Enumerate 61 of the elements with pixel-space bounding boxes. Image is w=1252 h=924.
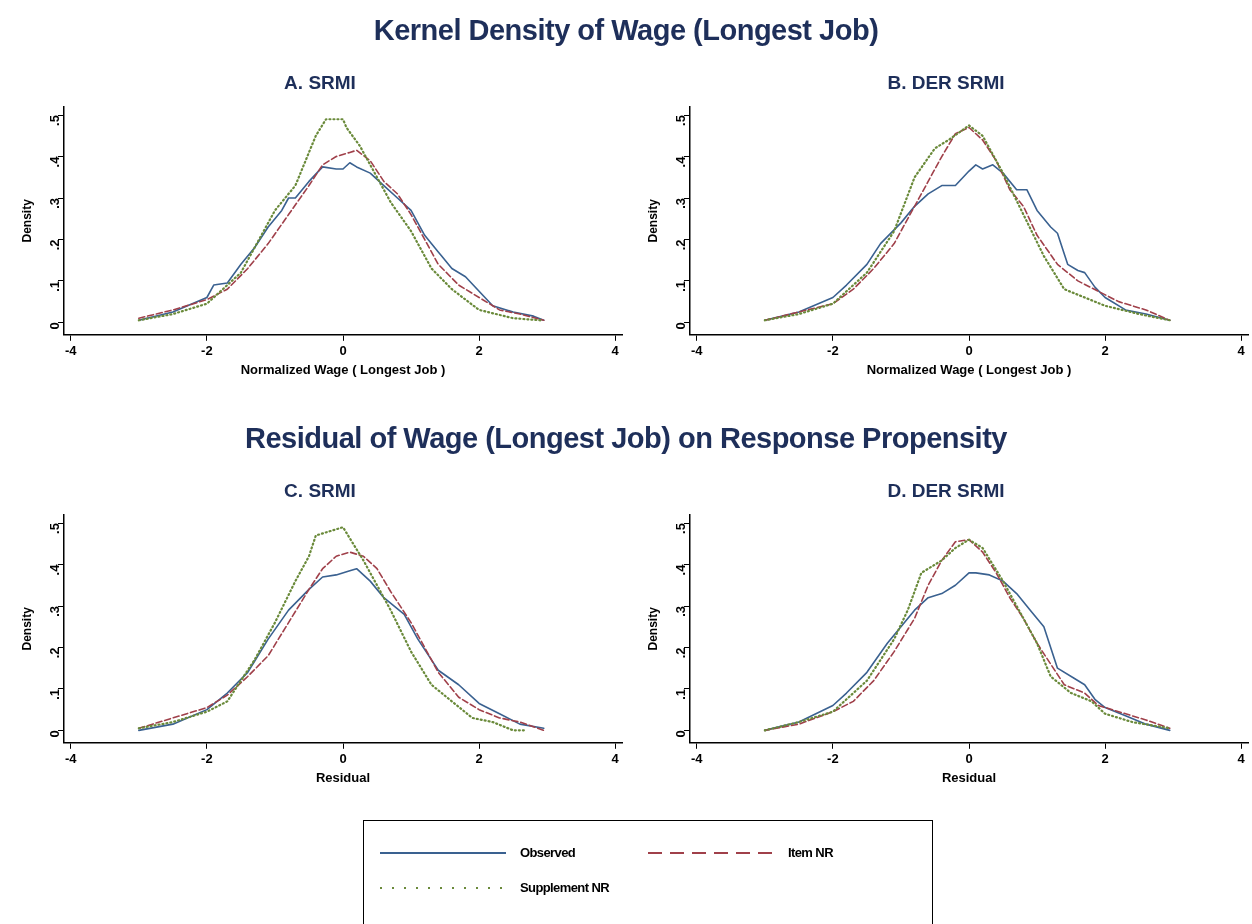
legend-label: Item NR bbox=[788, 845, 833, 860]
x-tick-label: -2 bbox=[201, 343, 213, 359]
x-tick-label: 0 bbox=[339, 751, 347, 767]
y-tick-label: 0 bbox=[672, 322, 688, 330]
y-axis-title: Density bbox=[19, 198, 34, 243]
x-tick-label: -4 bbox=[65, 751, 78, 767]
y-tick-label: .2 bbox=[46, 647, 62, 659]
y-tick-label: .2 bbox=[672, 239, 688, 251]
y-axis-title: Density bbox=[645, 198, 660, 243]
text: Residual of Wage (Longest Job) on Response Propensity bbox=[244, 422, 1008, 455]
x-tick-label: -2 bbox=[827, 751, 839, 767]
chart-title: C. SRMI bbox=[284, 479, 356, 501]
y-tick-label: .2 bbox=[46, 239, 62, 251]
y-tick-label: .1 bbox=[672, 688, 688, 700]
y-tick-label: .5 bbox=[672, 115, 688, 126]
y-tick-label: 0 bbox=[672, 730, 688, 738]
y-tick-label: .4 bbox=[46, 563, 62, 576]
y-tick-label: .3 bbox=[46, 198, 62, 209]
y-tick-label: .4 bbox=[672, 155, 688, 168]
y-tick-label: .5 bbox=[46, 523, 62, 534]
y-tick-label: .5 bbox=[46, 115, 62, 126]
y-tick-label: .1 bbox=[46, 688, 62, 700]
y-tick-label: .3 bbox=[672, 606, 688, 617]
x-axis-title: Residual bbox=[941, 769, 997, 785]
x-tick-label: -4 bbox=[65, 343, 78, 359]
x-tick-label: 4 bbox=[1237, 751, 1246, 767]
x-axis-title: Normalized Wage ( Longest Job ) bbox=[866, 361, 1072, 377]
x-axis-title: Residual bbox=[315, 769, 371, 785]
y-axis-title: Density bbox=[645, 606, 660, 651]
y-tick-label: 0 bbox=[46, 730, 62, 738]
x-tick-label: -2 bbox=[827, 343, 839, 359]
x-tick-label: 2 bbox=[1101, 343, 1109, 359]
y-axis-title: Density bbox=[19, 606, 34, 651]
x-tick-label: 4 bbox=[1237, 343, 1246, 359]
x-tick-label: 0 bbox=[965, 751, 973, 767]
y-tick-label: .4 bbox=[672, 563, 688, 576]
x-tick-label: 0 bbox=[339, 343, 347, 359]
x-axis-title: Normalized Wage ( Longest Job ) bbox=[240, 361, 446, 377]
x-tick-label: -4 bbox=[691, 751, 704, 767]
y-tick-label: 0 bbox=[46, 322, 62, 330]
y-tick-label: .5 bbox=[672, 523, 688, 534]
y-tick-label: .3 bbox=[672, 198, 688, 209]
x-tick-label: 2 bbox=[475, 751, 483, 767]
text: Kernel Density of Wage (Longest Job) bbox=[372, 14, 880, 47]
x-tick-label: 4 bbox=[611, 751, 620, 767]
x-tick-label: 4 bbox=[611, 343, 620, 359]
x-tick-label: -2 bbox=[201, 751, 213, 767]
x-tick-label: 2 bbox=[1101, 751, 1109, 767]
x-tick-label: 2 bbox=[475, 343, 483, 359]
x-tick-label: -4 bbox=[691, 343, 704, 359]
chart-title: B. DER SRMI bbox=[887, 71, 1005, 93]
chart-title: A. SRMI bbox=[284, 71, 356, 93]
y-tick-label: .1 bbox=[672, 280, 688, 292]
y-tick-label: .1 bbox=[46, 280, 62, 292]
legend-label: Observed bbox=[520, 845, 576, 860]
x-tick-label: 0 bbox=[965, 343, 973, 359]
y-tick-label: .3 bbox=[46, 606, 62, 617]
legend-label: Supplement NR bbox=[520, 880, 609, 895]
chart-title: D. DER SRMI bbox=[887, 479, 1005, 501]
y-tick-label: .4 bbox=[46, 155, 62, 168]
y-tick-label: .2 bbox=[672, 647, 688, 659]
